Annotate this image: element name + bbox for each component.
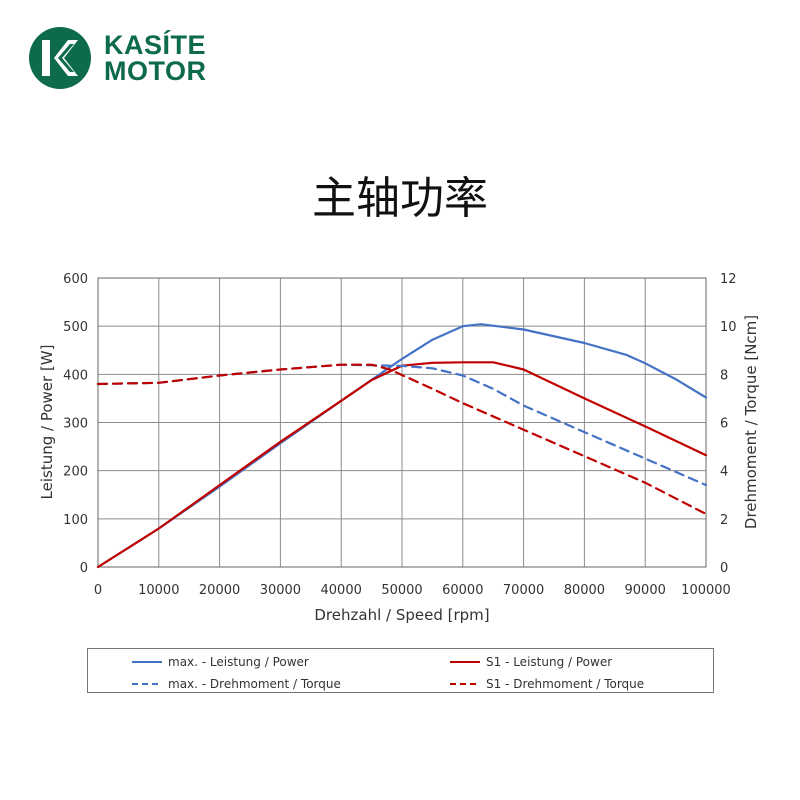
kasite-k-logo-icon	[29, 27, 91, 89]
x-tick-label: 30000	[260, 583, 301, 598]
brand-logo: KASÍTE MOTOR	[28, 26, 258, 90]
legend-item: max. - Drehmoment / Torque	[132, 674, 341, 694]
brand-name: KASÍTE MOTOR	[104, 30, 207, 86]
legend-label: S1 - Leistung / Power	[486, 655, 613, 669]
x-tick-label: 40000	[321, 583, 362, 598]
chart-series	[96, 323, 708, 569]
y-right-tick-label: 2	[720, 513, 728, 528]
chart-grid	[97, 277, 707, 568]
y-left-tick-label: 400	[63, 368, 88, 383]
y-axis-left-label: Leistung / Power [W]	[38, 345, 56, 500]
brand-line-1: KASÍTE	[104, 30, 207, 60]
chart-legend: max. - Leistung / Power S1 - Leistung / …	[87, 648, 714, 693]
x-tick-label: 10000	[138, 583, 179, 598]
series-line-4	[96, 363, 708, 516]
legend-item: S1 - Drehmoment / Torque	[450, 674, 644, 694]
x-tick-label: 90000	[625, 583, 666, 598]
y-left-tick-label: 600	[63, 272, 88, 287]
x-tick-label: 100000	[681, 583, 731, 598]
y-left-tick-label: 300	[63, 417, 88, 432]
x-tick-label: 60000	[442, 583, 483, 598]
legend-swatch	[132, 683, 162, 685]
y-axis-right-label: Drehmoment / Torque [Ncm]	[742, 315, 760, 529]
plot-area	[97, 277, 707, 568]
x-tick-label: 70000	[503, 583, 544, 598]
y-right-tick-label: 0	[720, 561, 728, 576]
y-axis-left-ticks: 0 100 200 300 400 500 600	[63, 272, 88, 576]
legend-item: S1 - Leistung / Power	[450, 652, 612, 672]
y-right-tick-label: 4	[720, 465, 728, 480]
legend-swatch	[450, 661, 480, 663]
legend-label: S1 - Drehmoment / Torque	[486, 677, 645, 691]
y-right-tick-label: 6	[720, 417, 728, 432]
series-line-2	[96, 361, 708, 569]
legend-item: max. - Leistung / Power	[132, 652, 309, 672]
x-tick-label: 20000	[199, 583, 240, 598]
y-left-tick-label: 100	[63, 513, 88, 528]
x-tick-label: 0	[94, 583, 102, 598]
y-left-tick-label: 200	[63, 465, 88, 480]
series-line-1	[96, 323, 708, 569]
y-right-tick-label: 12	[720, 272, 737, 287]
y-left-tick-label: 500	[63, 320, 88, 335]
y-right-tick-label: 8	[720, 368, 728, 383]
x-tick-label: 80000	[564, 583, 605, 598]
legend-label: max. - Leistung / Power	[168, 655, 309, 669]
y-left-tick-label: 0	[80, 561, 88, 576]
brand-line-2: MOTOR	[104, 56, 207, 86]
x-tick-label: 50000	[381, 583, 422, 598]
x-axis-label: Drehzahl / Speed [rpm]	[314, 606, 489, 624]
y-right-tick-label: 10	[720, 320, 737, 335]
page-title: 主轴功率	[312, 173, 488, 224]
legend-swatch	[132, 661, 162, 663]
y-axis-right-ticks: 0 2 4 6 8 10 12	[720, 272, 737, 576]
legend-label: max. - Drehmoment / Torque	[168, 677, 341, 691]
legend-swatch	[450, 683, 480, 685]
x-axis-ticks: 0 10000 20000 30000 40000 50000 60000 70000 8000…	[94, 583, 731, 598]
spindle-power-chart: 0 10000 20000 30000 40000 50000 60000 70000 8000…	[38, 272, 760, 624]
